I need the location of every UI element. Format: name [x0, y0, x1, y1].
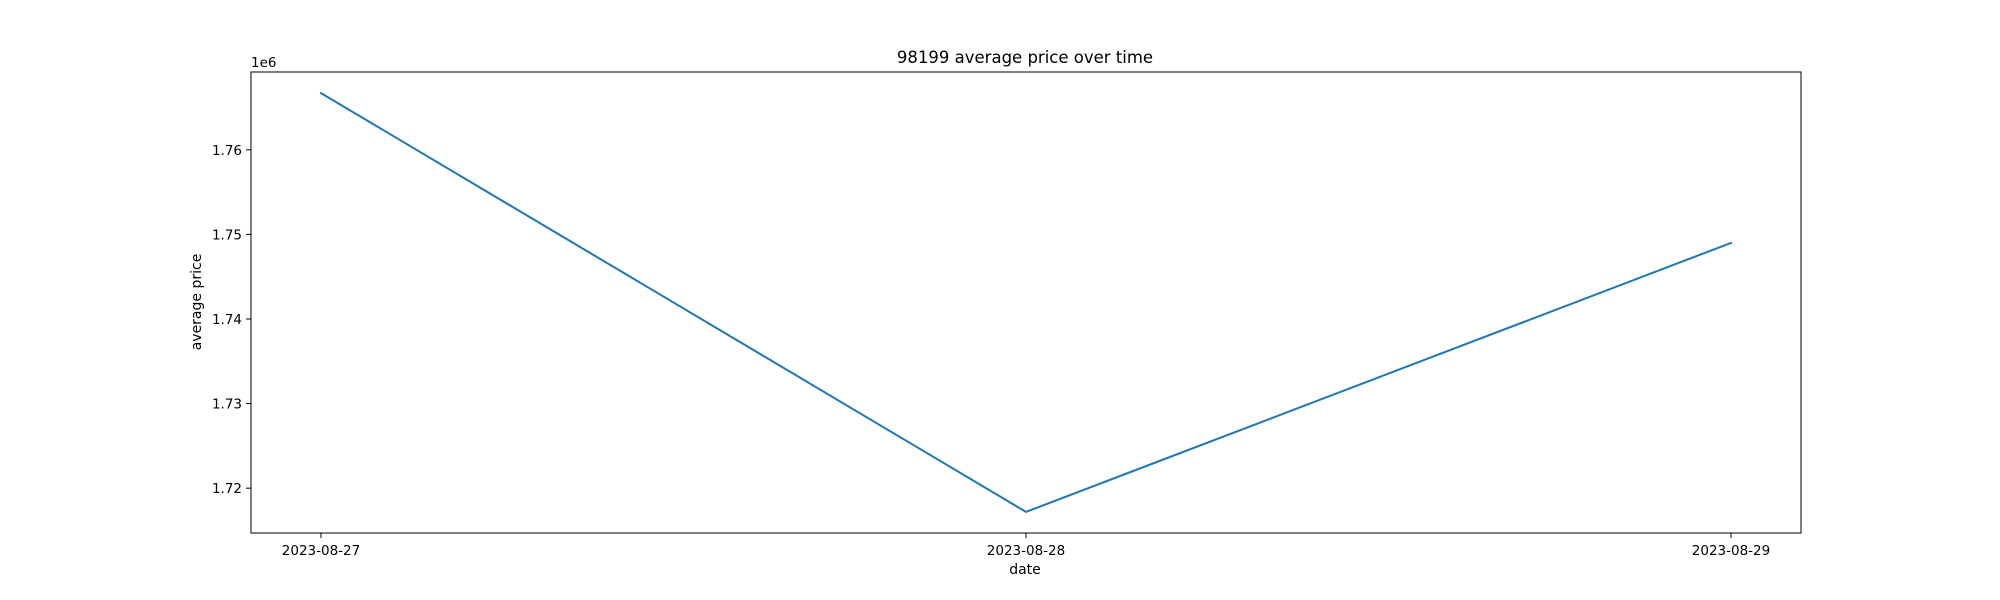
y-tick-label: 1.72	[212, 481, 242, 497]
x-tick-label: 2023-08-27	[282, 543, 360, 559]
chart-title: 98199 average price over time	[897, 48, 1153, 67]
y-axis-ticks: 1.72 1.73 1.74 1.75 1.76	[212, 143, 251, 497]
y-axis-label: average price	[189, 254, 205, 351]
x-tick-label: 2023-08-28	[987, 543, 1065, 559]
y-tick-label: 1.76	[212, 143, 242, 159]
series-line	[319, 91, 1733, 513]
y-tick-label: 1.73	[212, 397, 242, 413]
x-axis-ticks: 2023-08-27 2023-08-28 2023-08-29	[282, 533, 1770, 559]
y-tick-label: 1.75	[212, 227, 242, 243]
y-axis-offset-label: 1e6	[251, 55, 276, 71]
x-tick-label: 2023-08-29	[1692, 543, 1770, 559]
x-axis-label: date	[1009, 562, 1041, 578]
plot-area-frame	[250, 71, 1802, 534]
y-tick-label: 1.74	[212, 312, 242, 328]
series-group	[319, 91, 1733, 513]
